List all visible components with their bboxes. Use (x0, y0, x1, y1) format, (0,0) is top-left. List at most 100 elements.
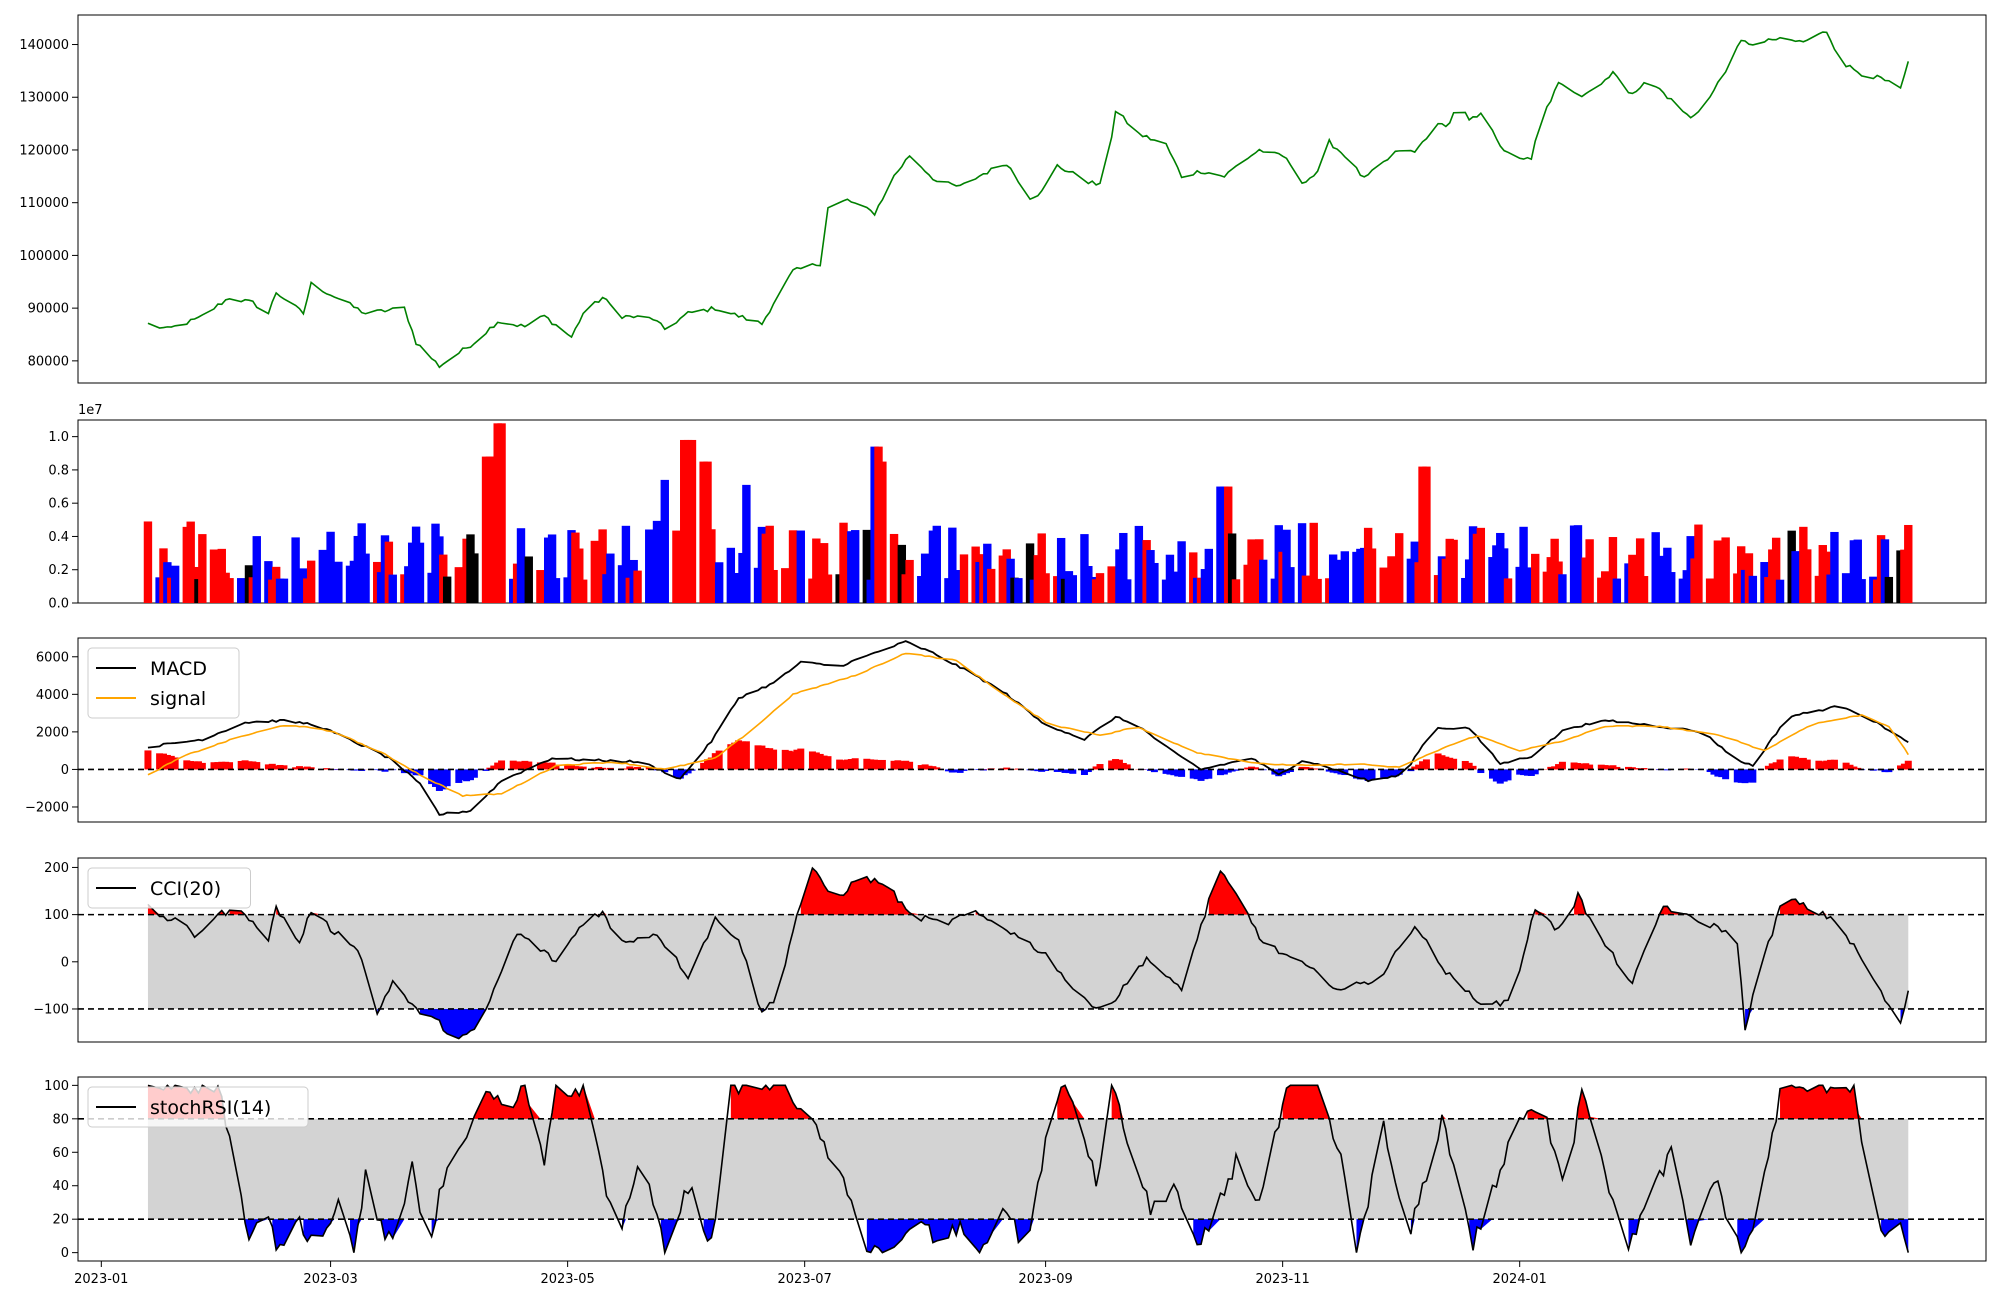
macd-histogram-bar (944, 769, 952, 772)
y-tick-label: 1.0 (48, 430, 69, 445)
volume-bar (524, 556, 533, 603)
price-line (147, 31, 1910, 369)
cci-neutral-band (147, 914, 1909, 1009)
volume-bar (306, 560, 316, 603)
y-tick-label: 200 (44, 861, 69, 876)
macd-histogram-bar (1450, 758, 1458, 770)
macd-histogram-bar (466, 769, 474, 781)
y-tick-label: 80000 (28, 354, 69, 369)
macd-legend: MACD signal (87, 647, 240, 719)
volume-bar (1068, 575, 1077, 603)
macd-histogram-bar (1112, 759, 1120, 770)
macd-histogram-bar (198, 762, 206, 770)
macd-histogram-bar (253, 762, 261, 770)
stochrsi-panel: 0 20 40 60 80 100 stochRSI(14) (44, 1076, 1987, 1262)
volume-bar (1499, 548, 1509, 603)
macd-histogram-bar (1737, 769, 1745, 783)
volume-bar (1189, 552, 1198, 603)
y-tick-label: 100 (44, 908, 69, 923)
macd-histogram-bar (1422, 759, 1430, 770)
macd-histogram-bar (1084, 769, 1092, 773)
macd-histogram-bar (1391, 769, 1399, 777)
volume-bar (470, 553, 479, 603)
macd-histogram-bar (443, 769, 451, 787)
y-tick-label: 4000 (36, 688, 69, 703)
macd-histogram-bar (789, 751, 797, 770)
macd-histogram-bar (1722, 769, 1730, 780)
macd-histogram-bar (1201, 769, 1209, 780)
macd-histogram-bar (1597, 764, 1605, 770)
macd-histogram-bar (820, 755, 828, 770)
macd-histogram-bar (1663, 769, 1671, 771)
macd-histogram-bar (1885, 769, 1893, 773)
volume-bar (850, 530, 860, 603)
volume-bar (326, 531, 335, 603)
volume-bar (1612, 578, 1622, 603)
macd-histogram-bar (373, 769, 381, 771)
macd-histogram-bar (921, 764, 929, 770)
macd-histogram-bar (1061, 769, 1069, 773)
macd-histogram-bar (700, 762, 708, 770)
volume-bar (1177, 541, 1186, 603)
x-tick-label: 2023-01 (74, 1272, 128, 1287)
macd-histogram-bar (739, 741, 746, 770)
macd-histogram-bar (1364, 769, 1372, 781)
macd-histogram-bar (847, 759, 855, 770)
macd-histogram-bar (715, 750, 723, 770)
macd-histogram-bar (1582, 763, 1590, 770)
macd-histogram-bar (1220, 769, 1228, 775)
volume-bar (987, 568, 996, 603)
macd-histogram-bar (1057, 769, 1065, 772)
stochrsi-line (147, 1082, 1910, 1256)
volume-bar (672, 530, 681, 603)
macd-histogram-bar (1586, 764, 1594, 770)
macd-histogram-bar (1352, 769, 1360, 779)
macd-histogram-bar (1795, 758, 1803, 770)
volume-bar (1585, 539, 1594, 603)
volume-bar (209, 549, 219, 603)
macd-histogram-bar (381, 769, 389, 772)
volume-bar (384, 541, 394, 603)
macd-histogram-bar (1080, 769, 1088, 775)
volume-bar (1259, 559, 1268, 603)
macd-histogram-bar (1065, 769, 1073, 774)
macd-histogram-bar (292, 767, 300, 770)
macd-histogram-bar (435, 769, 443, 791)
volume-bar (497, 423, 506, 603)
y-tick-label: 60 (52, 1146, 69, 1161)
macd-histogram-bar (1718, 769, 1726, 778)
macd-histogram-bar (840, 760, 848, 770)
macd-histogram-bar (1224, 769, 1232, 773)
macd-histogram-bar (1842, 762, 1850, 770)
macd-histogram-bar (1387, 769, 1395, 777)
macd-histogram-bar (1504, 769, 1512, 781)
volume-bar (415, 542, 425, 603)
y-tick-label: 100 (44, 1079, 69, 1094)
macd-histogram-bar (871, 759, 879, 770)
macd-histogram-bar (1578, 763, 1586, 770)
macd-histogram-bar (1850, 766, 1858, 770)
y-tick-label: 0.8 (48, 463, 69, 478)
volume-bar (225, 578, 234, 603)
macd-histogram-bar (494, 762, 502, 770)
macd-histogram-bar (851, 758, 859, 770)
macd-histogram-bar (1803, 759, 1811, 770)
volume-bar (1558, 574, 1567, 603)
macd-histogram-bar (1772, 762, 1780, 770)
volume-bar (1309, 522, 1318, 603)
macd-histogram-bar (540, 762, 548, 770)
macd-histogram-bar (626, 766, 634, 770)
x-tick-label: 2023-09 (1018, 1272, 1072, 1287)
volume-bar (1227, 533, 1237, 603)
macd-histogram-bar (766, 748, 774, 770)
macd-histogram-bar (1205, 769, 1213, 779)
macd-histogram-bar (735, 740, 743, 770)
macd-histogram-bar (948, 769, 956, 773)
volume-bar (170, 565, 180, 603)
volume-bar (1282, 529, 1291, 603)
macd-histogram-bar (1069, 769, 1077, 774)
macd-histogram-bar (1380, 769, 1388, 778)
stochrsi-neutral-band (147, 1118, 1909, 1220)
macd-histogram-bar (1496, 769, 1504, 784)
macd-histogram-bar (280, 765, 288, 770)
